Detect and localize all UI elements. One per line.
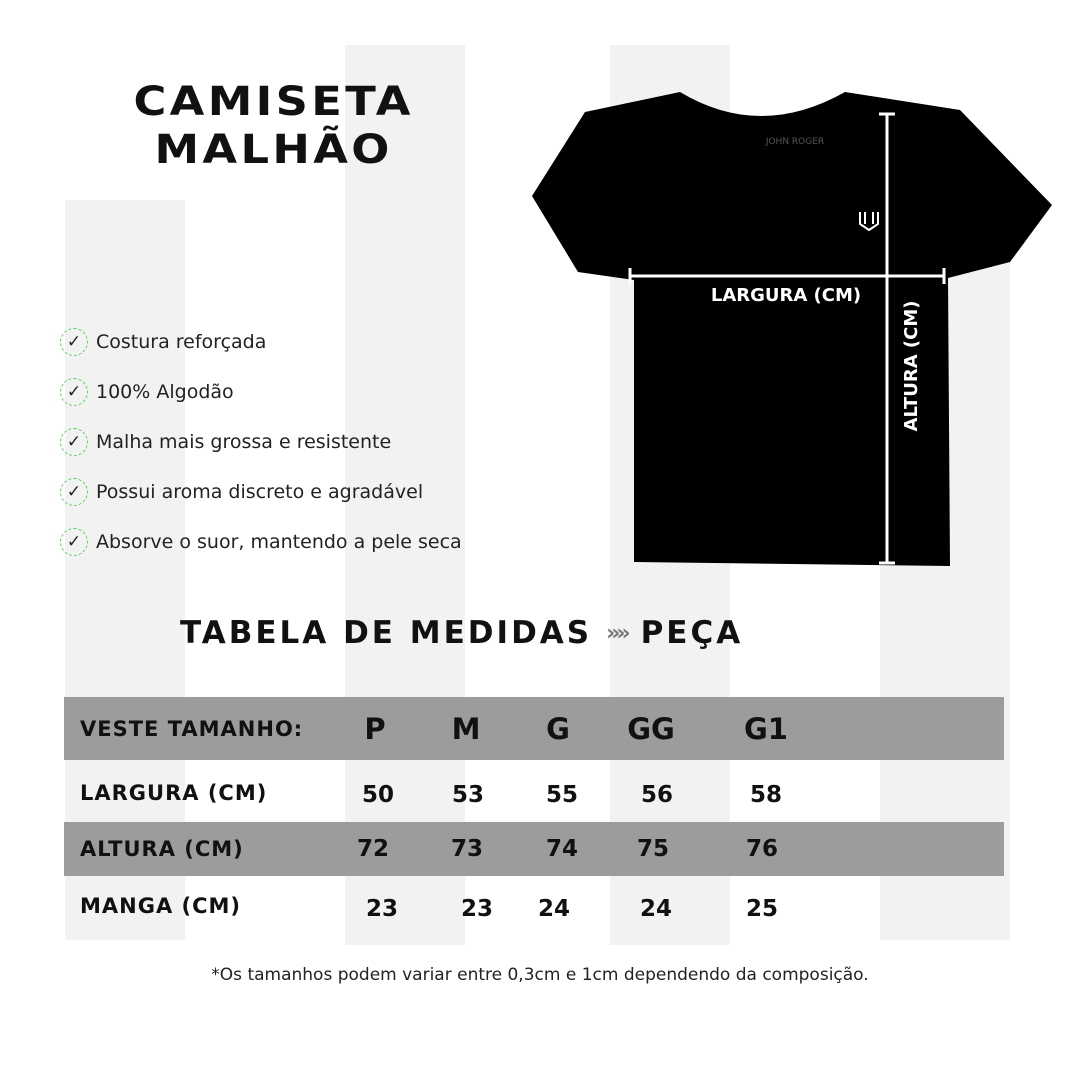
cell: 24 — [639, 896, 673, 922]
background-logo-shape — [65, 200, 185, 940]
check-icon: ✓ — [60, 528, 88, 556]
cell: 56 — [640, 782, 674, 808]
product-title: CAMISETA MALHÃO — [100, 78, 447, 174]
cell: 74 — [545, 836, 579, 862]
cell: 24 — [537, 896, 571, 922]
background-logo-shape — [345, 45, 465, 945]
section-title-right: PEÇA — [640, 615, 744, 651]
height-label: ALTURA (CM) — [901, 301, 922, 432]
feature-text: Absorve o suor, mantendo a pele seca — [96, 531, 462, 553]
tshirt-image — [532, 92, 1052, 566]
size-header: P — [364, 711, 386, 746]
height-measure-line — [879, 112, 895, 565]
size-header: M — [451, 711, 481, 746]
section-title: TABELA DE MEDIDAS »» PEÇA — [180, 615, 743, 651]
brand-label: JOHN ROGER — [765, 137, 824, 147]
check-icon: ✓ — [60, 428, 88, 456]
table-row: MANGA (CM) 23 23 24 24 25 — [64, 878, 1004, 936]
row-label: ALTURA (CM) — [80, 837, 244, 861]
cell: 23 — [365, 896, 399, 922]
brand-logo-icon — [859, 212, 879, 232]
cell: 25 — [745, 896, 779, 922]
footnote: *Os tamanhos podem variar entre 0,3cm e … — [211, 965, 869, 985]
width-measure-line — [628, 268, 946, 284]
size-header: GG — [627, 711, 675, 746]
chevrons-right-icon: »» — [606, 620, 631, 646]
row-label: LARGURA (CM) — [80, 781, 268, 805]
feature-text: Costura reforçada — [96, 331, 267, 353]
table-row: LARGURA (CM) 50 53 55 56 58 — [64, 764, 1004, 822]
section-title-left: TABELA DE MEDIDAS — [180, 615, 593, 651]
cell: 75 — [636, 836, 670, 862]
size-header: G1 — [744, 711, 788, 746]
check-icon: ✓ — [60, 478, 88, 506]
title-line-2: MALHÃO — [154, 127, 393, 173]
feature-text: Possui aroma discreto e agradável — [96, 481, 424, 503]
cell: 23 — [460, 896, 494, 922]
feature-item: ✓ Malha mais grossa e resistente — [60, 428, 391, 456]
size-header: G — [546, 711, 570, 746]
cell: 58 — [749, 782, 783, 808]
cell: 53 — [451, 782, 485, 808]
cell: 73 — [450, 836, 484, 862]
table-row: ALTURA (CM) 72 73 74 75 76 — [64, 822, 1004, 876]
header-label: VESTE TAMANHO: — [80, 716, 304, 741]
feature-item: ✓ 100% Algodão — [60, 378, 234, 406]
feature-text: Malha mais grossa e resistente — [96, 431, 392, 453]
title-line-1: CAMISETA — [133, 79, 414, 125]
feature-item: ✓ Costura reforçada — [60, 328, 266, 356]
feature-item: ✓ Possui aroma discreto e agradável — [60, 478, 423, 506]
feature-item: ✓ Absorve o suor, mantendo a pele seca — [60, 528, 462, 556]
check-icon: ✓ — [60, 328, 88, 356]
row-label: MANGA (CM) — [80, 894, 242, 918]
table-header-row: VESTE TAMANHO: P M G GG G1 — [64, 697, 1004, 760]
feature-text: 100% Algodão — [96, 381, 234, 403]
check-icon: ✓ — [60, 378, 88, 406]
cell: 55 — [545, 782, 579, 808]
cell: 76 — [745, 836, 779, 862]
cell: 50 — [361, 782, 395, 808]
cell: 72 — [356, 836, 390, 862]
width-label: LARGURA (CM) — [711, 285, 861, 306]
